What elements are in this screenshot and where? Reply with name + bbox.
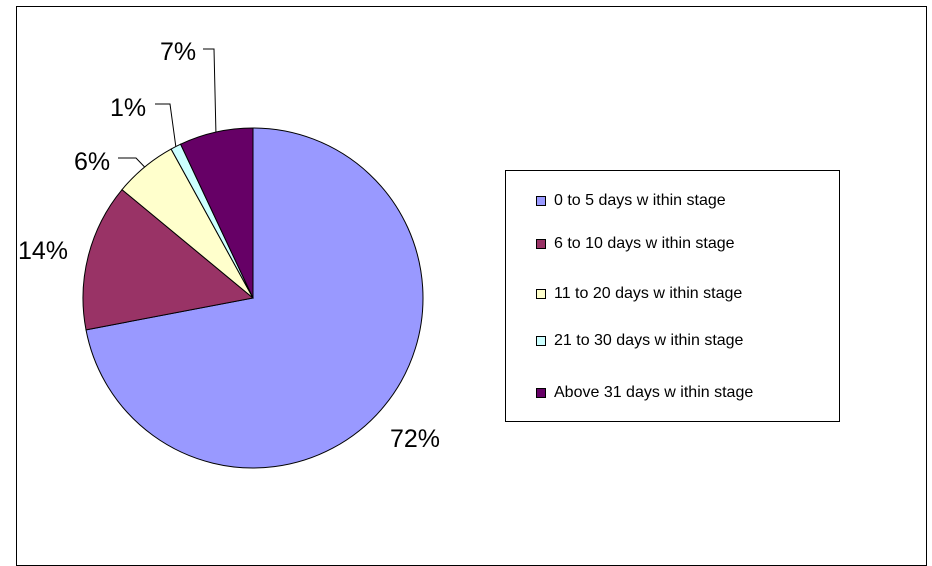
legend-swatch-3 xyxy=(536,336,546,346)
leader-line-4 xyxy=(203,48,217,133)
pie-slice-0 xyxy=(85,127,424,469)
legend-swatch-4 xyxy=(536,388,546,398)
data-label-2: 6% xyxy=(74,148,110,176)
leader-line-3 xyxy=(155,103,177,147)
data-label-1: 14% xyxy=(18,237,68,265)
pie-slice-4 xyxy=(179,127,254,299)
data-label-0: 72% xyxy=(390,425,440,453)
legend-swatch-1 xyxy=(536,239,546,249)
legend-item-0: 0 to 5 days w ithin stage xyxy=(536,191,726,211)
data-labels: 72% 14% 6% 1% 7% xyxy=(18,38,440,453)
pie-slice-1 xyxy=(82,188,255,331)
legend-item-2: 11 to 20 days w ithin stage xyxy=(536,284,742,304)
legend-item-3: 21 to 30 days w ithin stage xyxy=(536,331,743,351)
pie-slices xyxy=(82,127,424,469)
legend-swatch-2 xyxy=(536,289,546,299)
legend-label-0: 0 to 5 days w ithin stage xyxy=(554,192,726,209)
legend-item-1: 6 to 10 days w ithin stage xyxy=(536,234,735,254)
legend-label-3: 21 to 30 days w ithin stage xyxy=(554,332,744,349)
data-label-4: 7% xyxy=(160,38,196,66)
leader-lines xyxy=(118,48,217,168)
legend-item-4: Above 31 days w ithin stage xyxy=(536,383,753,403)
legend-label-2: 11 to 20 days w ithin stage xyxy=(554,285,743,302)
data-label-3: 1% xyxy=(110,94,146,122)
leader-line-2 xyxy=(118,157,145,168)
legend: 0 to 5 days w ithin stage 6 to 10 days w… xyxy=(505,170,840,422)
legend-label-1: 6 to 10 days w ithin stage xyxy=(554,235,735,252)
legend-label-4: Above 31 days w ithin stage xyxy=(554,384,754,401)
legend-swatch-0 xyxy=(536,196,546,206)
